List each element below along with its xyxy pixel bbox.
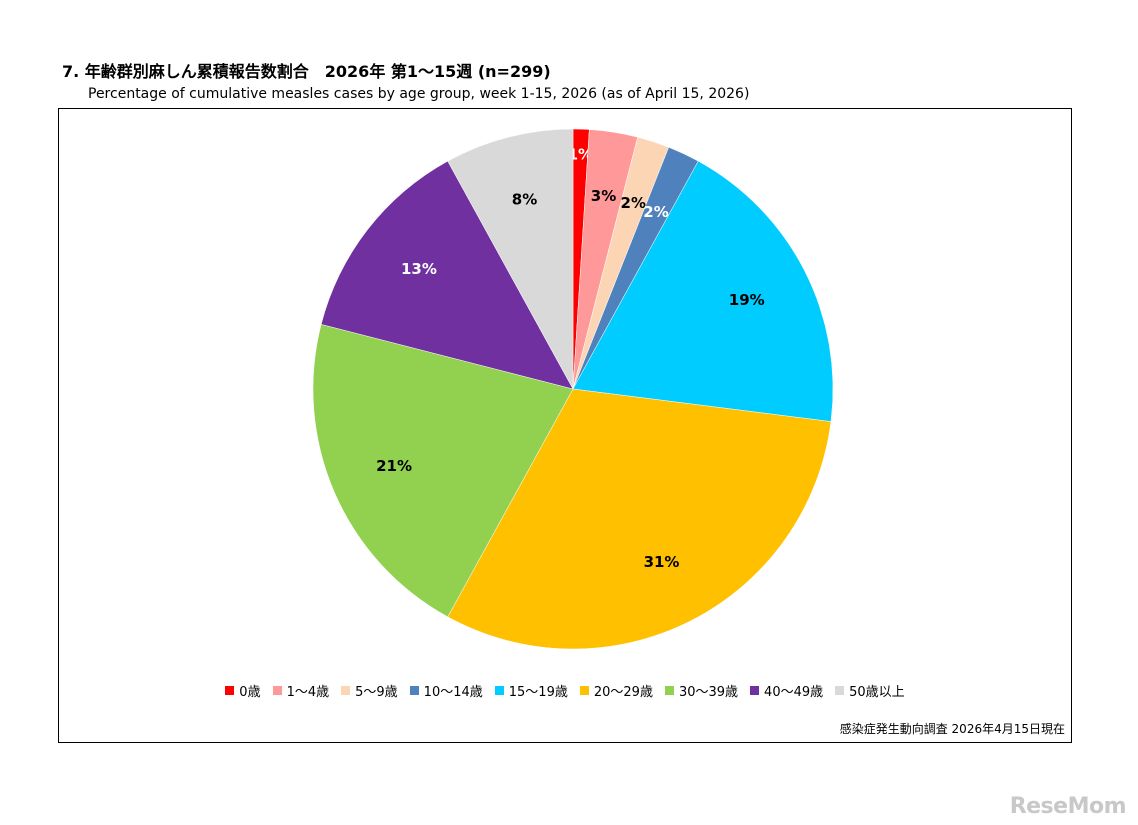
legend-swatch xyxy=(664,686,674,695)
pie-data-label-9: 8% xyxy=(512,191,537,209)
pie-data-label-8: 13% xyxy=(401,260,437,278)
legend-label: 20～29歳 xyxy=(593,685,653,700)
pie-data-label-2: 3% xyxy=(591,187,616,205)
watermark-logo: ReseMom xyxy=(1009,794,1127,819)
chart-subtitle: Percentage of cumulative measles cases b… xyxy=(88,86,750,102)
pie-chart: 1% 3% 2%2% 19% 31% 21% 13% 8% xyxy=(312,128,834,650)
legend-label: 40～49歳 xyxy=(764,685,824,700)
pie-slice-7 xyxy=(312,324,574,618)
legend-swatch xyxy=(835,686,845,695)
pie-data-label-1: 1% xyxy=(568,146,593,164)
legend-item-8: 40～49歳 xyxy=(750,681,823,700)
legend-label: 5～9歳 xyxy=(355,685,398,700)
pie-data-label-3: 2% xyxy=(621,194,646,212)
legend-label: 10～14歳 xyxy=(423,685,483,700)
legend-item-4: 10～14歳 xyxy=(409,681,483,700)
legend-swatch xyxy=(409,686,419,695)
pie-data-label-6: 31% xyxy=(644,553,680,571)
pie-slice-5 xyxy=(572,160,834,422)
legend-item-1: 0歳 xyxy=(225,681,261,700)
pie-data-label-7: 21% xyxy=(376,457,412,475)
legend-item-6: 20～29歳 xyxy=(579,681,653,700)
pie-data-label-5: 19% xyxy=(729,291,765,309)
legend-label: 30～39歳 xyxy=(678,685,739,700)
pie-slice-8 xyxy=(320,160,574,390)
legend-swatch xyxy=(579,686,589,695)
legend-item-7: 30～39歳 xyxy=(664,681,739,700)
legend-item-2: 1～4歳 xyxy=(272,681,330,700)
legend-item-9: 50歳以上 xyxy=(835,681,905,700)
legend-label: 50歳以上 xyxy=(849,685,905,700)
chart-title: 7. 年齢群別麻しん累積報告数割合 2026年 第1～15週 (n=299) xyxy=(62,62,551,81)
chart-legend: 0歳 1～4歳 5～9歳 10～14歳 15～19歳 20～29歳 30～39歳 40～49歳… xyxy=(59,681,1071,700)
chart-frame: 1% 3% 2% 2% 19% 31% 21% 13% 8% 0歳 1～4歳 5～9歳 10～14歳 1… xyxy=(58,108,1072,743)
legend-label: 1～4歳 xyxy=(286,685,330,700)
source-note: 感染症発生動向調査 2026年4月15日現在 xyxy=(839,722,1065,736)
legend-swatch xyxy=(272,686,282,695)
pie-slice-9 xyxy=(447,128,574,390)
legend-swatch xyxy=(494,686,504,695)
pie-slice-6 xyxy=(447,388,832,650)
legend-swatch xyxy=(225,686,235,695)
legend-item-5: 15～19歳 xyxy=(494,681,568,700)
legend-swatch xyxy=(341,686,351,695)
legend-swatch xyxy=(750,686,760,695)
pie-data-label-4: 2% xyxy=(643,203,668,221)
legend-label: 15～19歳 xyxy=(508,685,568,700)
legend-label: 0歳 xyxy=(239,685,261,700)
legend-item-3: 5～9歳 xyxy=(341,681,398,700)
